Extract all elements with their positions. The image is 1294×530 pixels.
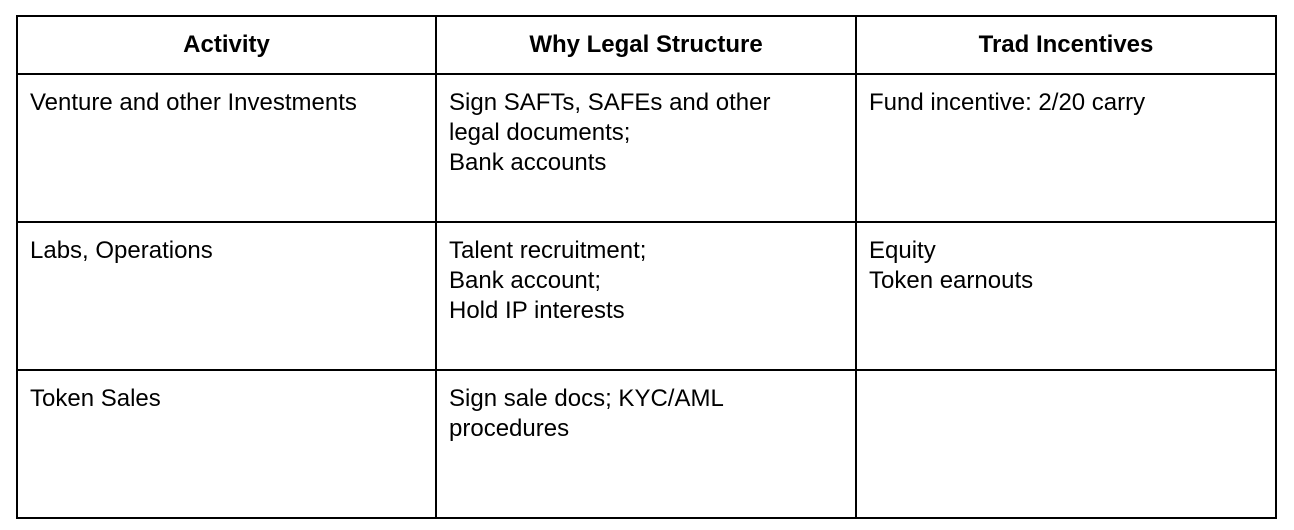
header-activity: Activity xyxy=(16,15,437,75)
cell-text: legal documents; xyxy=(449,119,631,146)
cell-text: Equity xyxy=(869,237,936,264)
cell-text: Bank account; xyxy=(449,267,602,294)
why-cell: Sign sale docs; KYC/AML procedures xyxy=(435,369,857,519)
header-row: Activity Why Legal Structure Trad Incent… xyxy=(16,15,1277,75)
activity-cell: Token Sales xyxy=(16,369,437,519)
cell-text: Token earnouts xyxy=(869,267,1034,294)
cell-text: Sign sale docs; KYC/AML xyxy=(449,385,724,412)
why-cell: Talent recruitment; Bank account; Hold I… xyxy=(435,221,857,371)
activity-cell: Venture and other Investments xyxy=(16,73,437,223)
cell-text: Sign SAFTs, SAFEs and other xyxy=(449,89,771,116)
incentives-cell: Equity Token earnouts xyxy=(855,221,1277,371)
table-row: Token Sales Sign sale docs; KYC/AML proc… xyxy=(16,369,1277,519)
incentives-cell: Fund incentive: 2/20 carry xyxy=(855,73,1277,223)
cell-text: procedures xyxy=(449,415,570,442)
cell-text: Labs, Operations xyxy=(30,237,213,264)
table-row: Labs, Operations Talent recruitment; Ban… xyxy=(16,221,1277,371)
cell-text: Bank accounts xyxy=(449,149,607,176)
header-why-legal-structure: Why Legal Structure xyxy=(435,15,857,75)
cell-text: Talent recruitment; xyxy=(449,237,647,264)
cell-text: Hold IP interests xyxy=(449,297,625,324)
incentives-cell xyxy=(855,369,1277,519)
cell-text: Fund incentive: 2/20 carry xyxy=(869,89,1146,116)
why-cell: Sign SAFTs, SAFEs and other legal docume… xyxy=(435,73,857,223)
activity-cell: Labs, Operations xyxy=(16,221,437,371)
legal-structure-table: Activity Why Legal Structure Trad Incent… xyxy=(16,15,1277,519)
table-row: Venture and other Investments Sign SAFTs… xyxy=(16,73,1277,223)
cell-text: Token Sales xyxy=(30,385,161,412)
header-trad-incentives: Trad Incentives xyxy=(855,15,1277,75)
cell-text: Venture and other Investments xyxy=(30,89,357,116)
